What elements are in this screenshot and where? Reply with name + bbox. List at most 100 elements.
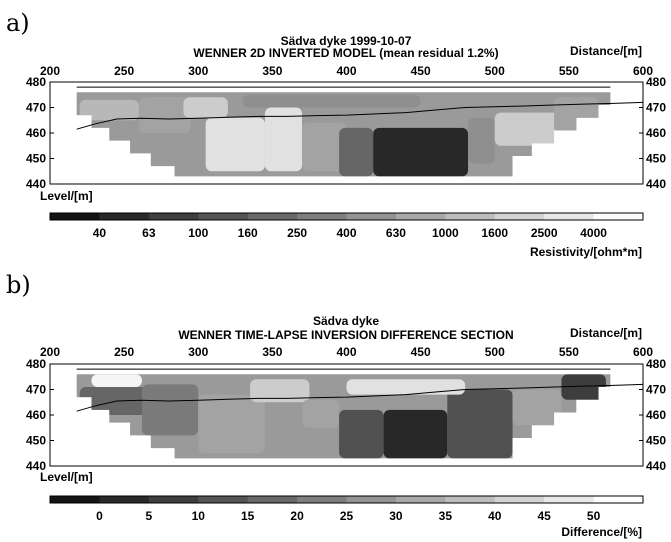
x-tick-label: 500 bbox=[485, 345, 505, 359]
colorbar-tick-label: 250 bbox=[287, 226, 307, 240]
y-tick-label-left: 470 bbox=[26, 383, 46, 397]
x-tick-label: 600 bbox=[633, 345, 653, 359]
y-tick-label-left: 480 bbox=[26, 357, 46, 371]
y-axis-label: Level/[m] bbox=[40, 470, 93, 484]
colorbar-tick-label: 5 bbox=[145, 509, 152, 523]
colorbar-tick-label: 400 bbox=[336, 226, 356, 240]
x-tick-label: 300 bbox=[188, 64, 208, 78]
y-axis-label: Level/[m] bbox=[40, 189, 93, 203]
model-cell bbox=[447, 389, 513, 459]
model-cell bbox=[264, 107, 303, 172]
colorbar-segment bbox=[494, 496, 545, 503]
colorbar-segment bbox=[198, 213, 249, 220]
y-tick-label-right: 440 bbox=[646, 177, 666, 191]
colorbar-segment bbox=[148, 213, 199, 220]
model-cells bbox=[79, 94, 599, 177]
model-cell bbox=[198, 394, 265, 454]
colorbar-segment bbox=[445, 496, 496, 503]
chart-title: Sädva dyke 1999-10-07 bbox=[281, 34, 412, 48]
colorbar-tick-label: 100 bbox=[188, 226, 208, 240]
surface-profile-line bbox=[76, 101, 644, 130]
surface-profile-line bbox=[76, 383, 644, 412]
colorbar-tick-label: 10 bbox=[192, 509, 206, 523]
colorbar-tick-label: 1000 bbox=[432, 226, 459, 240]
colorbar-tick-label: 30 bbox=[389, 509, 403, 523]
colorbar-segment bbox=[395, 496, 446, 503]
x-tick-label: 450 bbox=[411, 64, 431, 78]
y-tick-label-right: 470 bbox=[646, 383, 666, 397]
colorbar-segment bbox=[494, 213, 545, 220]
colorbar-segment bbox=[148, 496, 199, 503]
x-tick-label: 400 bbox=[336, 345, 356, 359]
colorbar-segment bbox=[50, 496, 100, 503]
chart-title: Sädva dyke bbox=[313, 314, 379, 328]
model-cell bbox=[205, 117, 265, 172]
y-tick-label-left: 460 bbox=[26, 126, 46, 140]
colorbar-segment bbox=[445, 213, 496, 220]
colorbar-tick-label: 35 bbox=[439, 509, 453, 523]
x-tick-label: 350 bbox=[262, 345, 282, 359]
colorbar-segment bbox=[247, 213, 298, 220]
model-cell bbox=[346, 379, 466, 395]
y-tick-label-right: 470 bbox=[646, 101, 666, 115]
model-cell bbox=[141, 384, 199, 436]
colorbar-segment bbox=[395, 213, 446, 220]
x-axis-label: Distance/[m] bbox=[570, 326, 642, 340]
colorbar-segment bbox=[50, 213, 100, 220]
model-cell bbox=[383, 409, 448, 459]
colorbar-tick-label: 630 bbox=[386, 226, 406, 240]
colorbar-tick-label: 1600 bbox=[481, 226, 508, 240]
y-tick-label-right: 440 bbox=[646, 459, 666, 473]
colorbar-tick-label: 40 bbox=[488, 509, 502, 523]
colorbar-label: Resistivity/[ohm*m] bbox=[530, 245, 642, 259]
model-cell bbox=[183, 97, 228, 118]
colorbar-segment bbox=[297, 213, 347, 220]
model-cell bbox=[512, 389, 562, 426]
colorbar-segment bbox=[593, 213, 644, 220]
model-cell bbox=[79, 386, 147, 415]
colorbar-segment bbox=[346, 496, 397, 503]
model-cell bbox=[494, 112, 562, 146]
y-tick-label-right: 480 bbox=[646, 75, 666, 89]
y-tick-label-left: 440 bbox=[26, 459, 46, 473]
y-tick-label-left: 450 bbox=[26, 152, 46, 166]
x-tick-label: 400 bbox=[336, 64, 356, 78]
model-cell bbox=[339, 127, 374, 177]
colorbar-tick-label: 20 bbox=[290, 509, 304, 523]
colorbar-segment bbox=[297, 496, 347, 503]
colorbar-label: Difference/[%] bbox=[561, 525, 642, 539]
model-cell bbox=[250, 379, 310, 403]
x-tick-label: 550 bbox=[559, 64, 579, 78]
x-tick-label: 250 bbox=[114, 64, 134, 78]
y-tick-label-right: 460 bbox=[646, 126, 666, 140]
y-tick-label-left: 460 bbox=[26, 408, 46, 422]
colorbar-segment bbox=[544, 213, 595, 220]
model-cell bbox=[302, 122, 347, 172]
colorbar-frame bbox=[49, 212, 644, 221]
x-axis-label: Distance/[m] bbox=[570, 44, 642, 58]
model-cell bbox=[91, 374, 142, 387]
colorbar-segment bbox=[544, 496, 595, 503]
x-tick-label: 200 bbox=[40, 64, 60, 78]
y-tick-label-left: 450 bbox=[26, 434, 46, 448]
model-cell bbox=[302, 399, 340, 428]
model-cell bbox=[561, 374, 606, 400]
y-tick-label-right: 450 bbox=[646, 152, 666, 166]
model-cell bbox=[468, 117, 495, 164]
x-tick-label: 500 bbox=[485, 64, 505, 78]
colorbar-tick-label: 0 bbox=[96, 509, 103, 523]
colorbar-tick-label: 4000 bbox=[580, 226, 607, 240]
x-tick-label: 450 bbox=[411, 345, 431, 359]
panel-letter: a) bbox=[6, 9, 30, 37]
colorbar-segment bbox=[99, 213, 150, 220]
y-tick-label-left: 480 bbox=[26, 75, 46, 89]
x-tick-label: 350 bbox=[262, 64, 282, 78]
colorbar-tick-label: 40 bbox=[93, 226, 107, 240]
model-cell bbox=[79, 99, 139, 121]
x-tick-label: 200 bbox=[40, 345, 60, 359]
x-tick-label: 300 bbox=[188, 345, 208, 359]
x-tick-label: 250 bbox=[114, 345, 134, 359]
model-cells bbox=[79, 374, 606, 459]
